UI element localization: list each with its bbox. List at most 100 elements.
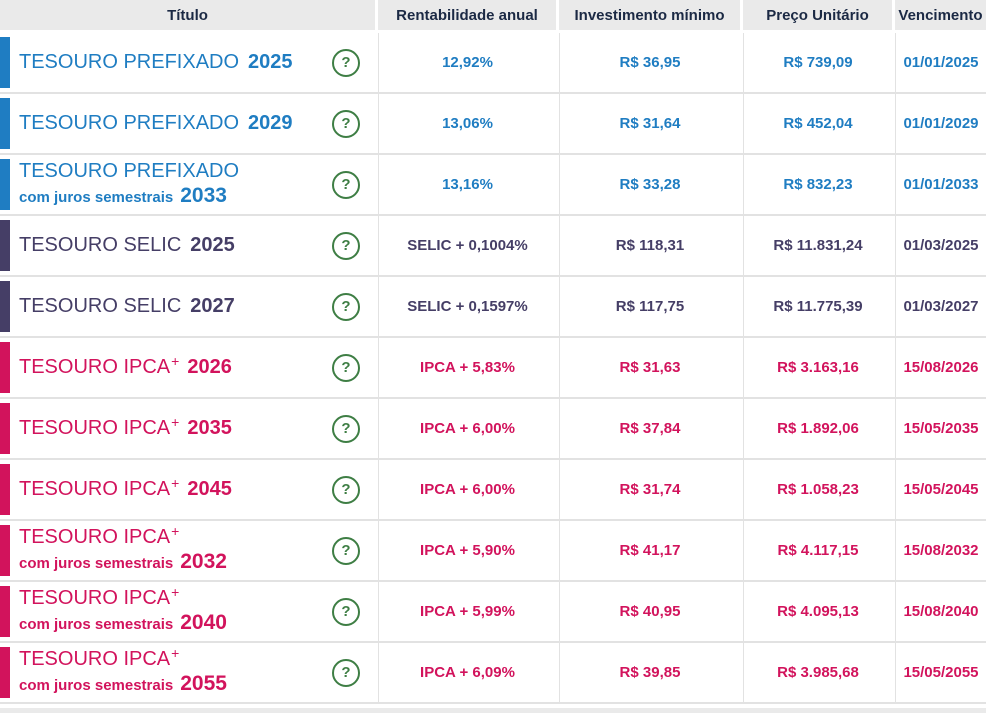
table-header-row: Título Rentabilidade anual Investimento … xyxy=(0,0,986,30)
bond-group-color-bar xyxy=(0,403,10,454)
column-header-investimento-minimo: Investimento mínimo xyxy=(559,0,740,30)
table-row: TESOURO SELIC 2025 ? SELIC + 0,1004% R$ 1… xyxy=(0,216,986,277)
maturity-cell: 01/03/2027 xyxy=(895,277,986,336)
annual-rate-cell: SELIC + 0,1004% xyxy=(378,216,556,275)
help-icon[interactable]: ? xyxy=(332,109,360,138)
maturity-cell: 15/05/2035 xyxy=(895,399,986,458)
help-icon[interactable]: ? xyxy=(332,414,360,443)
bond-name: TESOURO IPCA xyxy=(19,416,171,439)
bond-title-line2: com juros semestrais 2033 xyxy=(19,185,248,209)
annual-rate-cell: 13,16% xyxy=(378,155,556,214)
min-investment-cell: R$ 36,95 xyxy=(559,33,740,92)
maturity-cell: 01/01/2029 xyxy=(895,94,986,153)
bond-subtitle: com juros semestrais xyxy=(19,189,174,206)
annual-rate-cell: IPCA + 5,83% xyxy=(378,338,556,397)
annual-rate-cell: 13,06% xyxy=(378,94,556,153)
maturity-cell: 15/05/2055 xyxy=(895,643,986,702)
bond-title-cell: TESOURO IPCA+ com juros semestrais 2055 ? xyxy=(0,643,375,702)
maturity-cell: 01/01/2033 xyxy=(895,155,986,214)
annual-rate-cell: 12,92% xyxy=(378,33,556,92)
unit-price-cell: R$ 3.163,16 xyxy=(743,338,892,397)
maturity-cell: 15/05/2045 xyxy=(895,460,986,519)
bond-group-color-bar xyxy=(0,586,10,637)
bond-year: 2033 xyxy=(180,184,227,207)
bond-year: 2025 xyxy=(190,233,235,256)
annual-rate-cell: IPCA + 6,00% xyxy=(378,460,556,519)
help-icon[interactable]: ? xyxy=(332,48,360,77)
table-row: TESOURO PREFIXADO com juros semestrais 20… xyxy=(0,155,986,216)
table-row: TESOURO SELIC 2027 ? SELIC + 0,1597% R$ 1… xyxy=(0,277,986,338)
maturity-cell: 15/08/2032 xyxy=(895,521,986,580)
help-icon[interactable]: ? xyxy=(332,292,360,321)
table-row: TESOURO IPCA+ 2026 ? IPCA + 5,83% R$ 31,6… xyxy=(0,338,986,399)
min-investment-cell: R$ 40,95 xyxy=(559,582,740,641)
bond-plus-superscript: + xyxy=(171,352,180,369)
unit-price-cell: R$ 832,23 xyxy=(743,155,892,214)
bond-title: TESOURO PREFIXADO 2025 xyxy=(19,51,293,75)
unit-price-cell: R$ 1.058,23 xyxy=(743,460,892,519)
help-icon[interactable]: ? xyxy=(332,597,360,626)
help-icon[interactable]: ? xyxy=(332,475,360,504)
maturity-cell: 01/01/2025 xyxy=(895,33,986,92)
bond-name: TESOURO PREFIXADO xyxy=(19,160,240,182)
unit-price-cell: R$ 11.775,39 xyxy=(743,277,892,336)
help-icon[interactable]: ? xyxy=(332,231,360,260)
bond-plus-superscript: + xyxy=(171,523,180,539)
min-investment-cell: R$ 31,63 xyxy=(559,338,740,397)
bond-year: 2029 xyxy=(248,111,293,134)
bond-subtitle: com juros semestrais xyxy=(19,555,174,572)
bond-group-color-bar xyxy=(0,37,10,88)
help-icon[interactable]: ? xyxy=(332,353,360,382)
bond-name: TESOURO SELIC xyxy=(19,233,182,256)
bond-plus-superscript: + xyxy=(171,584,180,600)
bond-year: 2055 xyxy=(180,672,227,695)
bond-plus-superscript: + xyxy=(171,474,180,491)
min-investment-cell: R$ 39,85 xyxy=(559,643,740,702)
column-header-preco-unitario: Preço Unitário xyxy=(743,0,892,30)
unit-price-cell: R$ 1.892,06 xyxy=(743,399,892,458)
unit-price-cell: R$ 739,09 xyxy=(743,33,892,92)
help-icon[interactable]: ? xyxy=(332,170,360,199)
bond-plus-superscript: + xyxy=(171,413,180,430)
annual-rate-cell: IPCA + 5,90% xyxy=(378,521,556,580)
bond-title: TESOURO IPCA+ 2045 xyxy=(19,474,232,502)
bottom-divider-strip xyxy=(0,708,986,713)
min-investment-cell: R$ 41,17 xyxy=(559,521,740,580)
bond-year: 2027 xyxy=(190,294,235,317)
annual-rate-cell: IPCA + 5,99% xyxy=(378,582,556,641)
bond-title-cell: TESOURO PREFIXADO com juros semestrais 20… xyxy=(0,155,375,214)
bond-name: TESOURO IPCA xyxy=(19,587,171,609)
bond-title-line1: TESOURO IPCA+ 2045 xyxy=(19,474,232,502)
bond-group-color-bar xyxy=(0,220,10,271)
unit-price-cell: R$ 3.985,68 xyxy=(743,643,892,702)
bond-title: TESOURO SELIC 2027 xyxy=(19,295,235,319)
help-icon[interactable]: ? xyxy=(332,658,360,687)
bond-title-line1: TESOURO IPCA+ 2035 xyxy=(19,413,232,441)
maturity-cell: 15/08/2040 xyxy=(895,582,986,641)
bond-plus-superscript: + xyxy=(171,645,180,661)
help-icon[interactable]: ? xyxy=(332,536,360,565)
bond-title-cell: TESOURO PREFIXADO 2025 ? xyxy=(0,33,375,92)
bond-title-cell: TESOURO IPCA+ 2045 ? xyxy=(0,460,375,519)
min-investment-cell: R$ 118,31 xyxy=(559,216,740,275)
maturity-cell: 15/08/2026 xyxy=(895,338,986,397)
column-header-vencimento: Vencimento xyxy=(895,0,986,30)
table-body: TESOURO PREFIXADO 2025 ? 12,92% R$ 36,95 … xyxy=(0,33,986,704)
bond-title: TESOURO IPCA+ com juros semestrais 2055 xyxy=(19,645,227,697)
unit-price-cell: R$ 11.831,24 xyxy=(743,216,892,275)
bond-group-color-bar xyxy=(0,647,10,698)
min-investment-cell: R$ 33,28 xyxy=(559,155,740,214)
bond-name: TESOURO PREFIXADO xyxy=(19,111,240,134)
bond-year: 2025 xyxy=(248,50,293,73)
bond-name: TESOURO IPCA xyxy=(19,477,171,500)
table-row: TESOURO PREFIXADO 2029 ? 13,06% R$ 31,64 … xyxy=(0,94,986,155)
bond-title: TESOURO IPCA+ com juros semestrais 2032 xyxy=(19,523,227,575)
bond-title-line2: com juros semestrais 2040 xyxy=(19,612,227,636)
column-header-rentabilidade-anual: Rentabilidade anual xyxy=(378,0,556,30)
bond-title: TESOURO PREFIXADO com juros semestrais 20… xyxy=(19,160,248,209)
bond-year: 2035 xyxy=(187,416,232,439)
bond-title-line2: com juros semestrais 2032 xyxy=(19,551,227,575)
bond-title-line1: TESOURO PREFIXADO xyxy=(19,160,248,184)
bond-subtitle: com juros semestrais xyxy=(19,677,174,694)
